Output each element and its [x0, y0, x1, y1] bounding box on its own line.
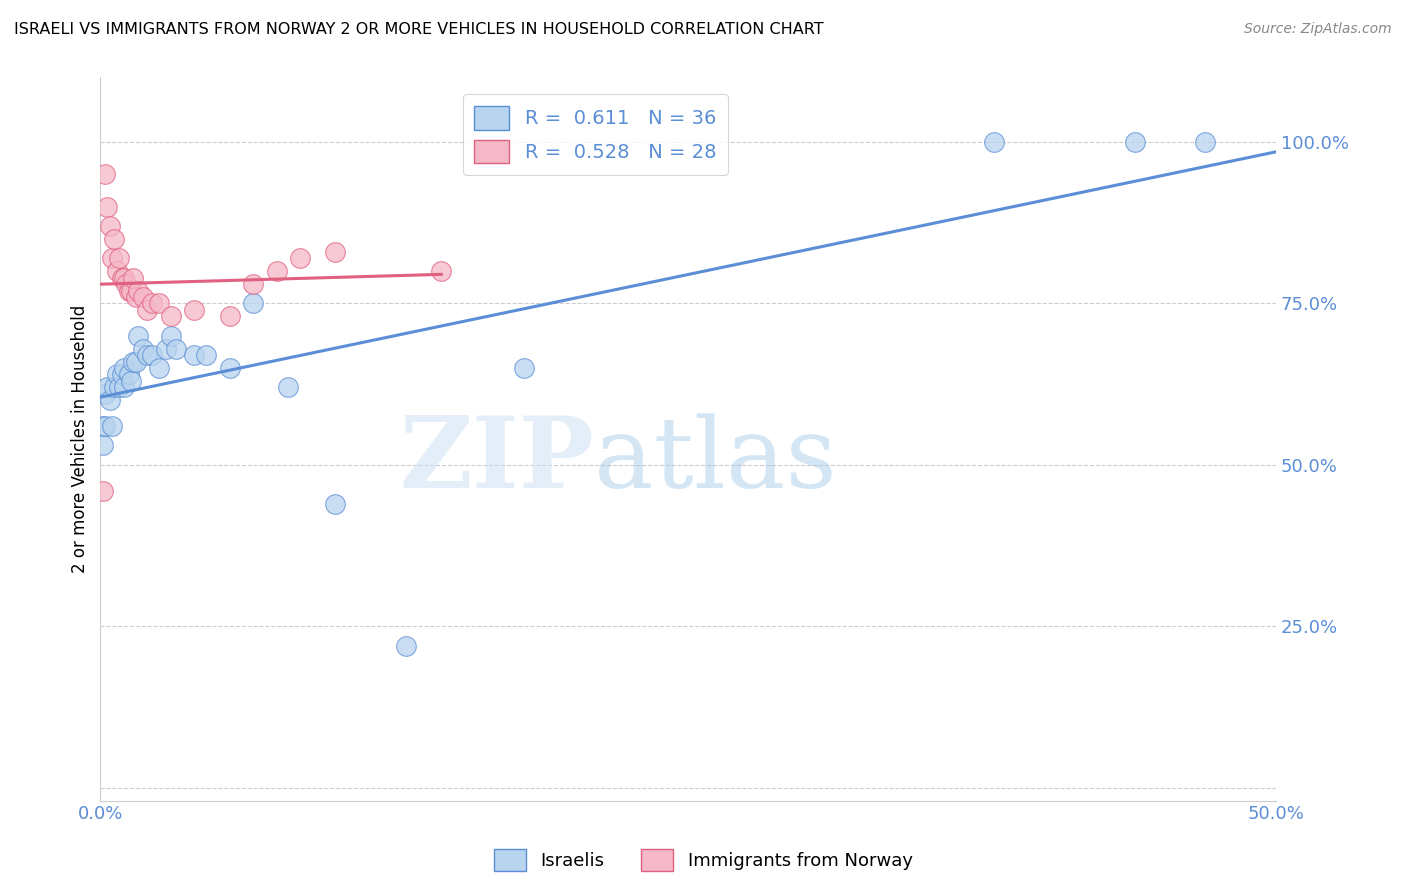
Point [127, 328, 149, 343]
Point [136, 348, 159, 362]
Point [218, 361, 240, 376]
Point [108, 380, 131, 394]
Point [131, 290, 153, 304]
Point [91, 438, 114, 452]
Point [160, 328, 183, 343]
Legend: R =  0.611   N = 36, R =  0.528   N = 28: R = 0.611 N = 36, R = 0.528 N = 28 [463, 95, 728, 175]
Point [103, 380, 125, 394]
Point [136, 302, 159, 317]
Point [105, 264, 128, 278]
Point [122, 354, 145, 368]
Point [124, 290, 146, 304]
Point [117, 368, 139, 382]
Point [165, 342, 187, 356]
Point [141, 296, 163, 310]
Point [122, 270, 145, 285]
Y-axis label: 2 or more Vehicles in Household: 2 or more Vehicles in Household [72, 305, 89, 574]
Point [218, 310, 240, 324]
Point [1123, 135, 1146, 149]
Point [120, 284, 142, 298]
Point [101, 252, 124, 266]
Point [183, 348, 205, 362]
Point [512, 361, 534, 376]
Point [98, 393, 121, 408]
Point [155, 342, 177, 356]
Point [160, 310, 183, 324]
Point [94, 167, 117, 181]
Point [277, 380, 299, 394]
Point [115, 277, 138, 291]
Point [110, 368, 132, 382]
Point [141, 348, 163, 362]
Point [105, 368, 128, 382]
Point [120, 374, 142, 388]
Point [183, 302, 205, 317]
Point [148, 361, 170, 376]
Point [108, 252, 131, 266]
Point [91, 483, 114, 498]
Point [103, 232, 125, 246]
Text: ZIP: ZIP [399, 412, 595, 509]
Point [96, 200, 118, 214]
Point [325, 244, 347, 259]
Point [96, 380, 118, 394]
Point [112, 361, 135, 376]
Point [131, 342, 153, 356]
Point [148, 296, 170, 310]
Text: Source: ZipAtlas.com: Source: ZipAtlas.com [1244, 22, 1392, 37]
Text: ISRAELI VS IMMIGRANTS FROM NORWAY 2 OR MORE VEHICLES IN HOUSEHOLD CORRELATION CH: ISRAELI VS IMMIGRANTS FROM NORWAY 2 OR M… [14, 22, 824, 37]
Point [124, 354, 146, 368]
Point [266, 264, 288, 278]
Point [1194, 135, 1216, 149]
Point [117, 284, 139, 298]
Point [110, 270, 132, 285]
Legend: Israelis, Immigrants from Norway: Israelis, Immigrants from Norway [486, 842, 920, 879]
Point [101, 419, 124, 434]
Point [242, 296, 264, 310]
Point [290, 252, 312, 266]
Point [325, 497, 347, 511]
Point [98, 219, 121, 233]
Text: atlas: atlas [595, 413, 837, 508]
Point [395, 639, 418, 653]
Point [94, 387, 117, 401]
Point [195, 348, 218, 362]
Point [127, 284, 149, 298]
Point [91, 419, 114, 434]
Point [242, 277, 264, 291]
Point [112, 380, 135, 394]
Point [983, 135, 1005, 149]
Point [430, 264, 453, 278]
Point [112, 270, 135, 285]
Point [94, 419, 117, 434]
